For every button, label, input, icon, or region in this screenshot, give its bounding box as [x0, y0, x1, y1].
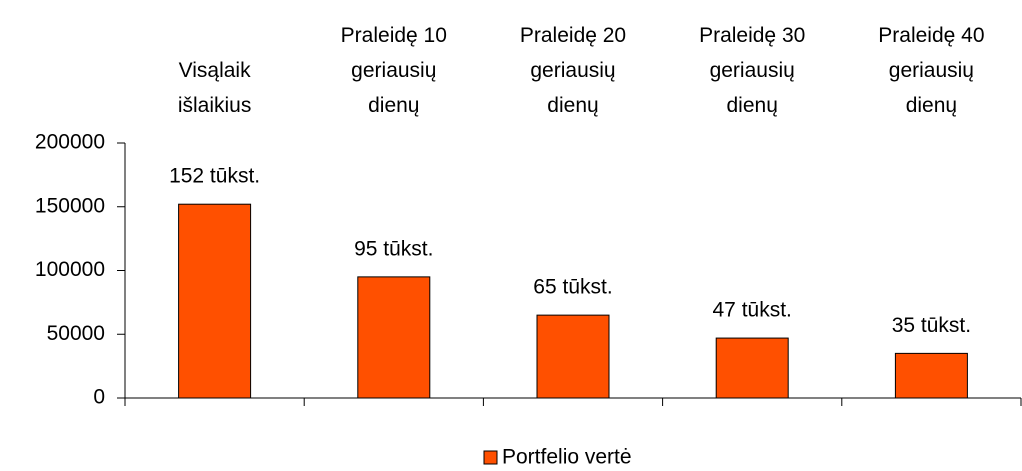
bar: [357, 276, 431, 399]
data-label: 35 tūkst.: [892, 314, 971, 337]
bar: [178, 203, 252, 399]
data-label: 65 tūkst.: [533, 276, 612, 299]
data-label: 47 tūkst.: [713, 299, 792, 322]
category-label: Praleidę 10 geriausių dienų: [340, 24, 447, 117]
data-label: 152 tūkst.: [169, 165, 260, 188]
y-tick-label: 0: [93, 386, 105, 409]
bar: [715, 337, 789, 399]
bar: [536, 314, 610, 399]
data-label: 95 tūkst.: [354, 237, 433, 260]
y-tick-label: 200000: [35, 131, 105, 154]
category-label: Praleidę 40 geriausių dienų: [878, 24, 985, 117]
bar: [894, 352, 968, 399]
category-label: Visąlaik išlaikius: [177, 59, 252, 117]
y-tick-label: 50000: [47, 322, 105, 345]
y-tick-label: 100000: [35, 258, 105, 281]
y-tick-label: 150000: [35, 194, 105, 217]
category-label: Praleidę 20 geriausių dienų: [519, 24, 627, 117]
legend-swatch: [483, 450, 498, 465]
legend-label: Portfelio vertė: [502, 446, 632, 469]
category-label: Praleidę 30 geriausių dienų: [699, 24, 806, 117]
